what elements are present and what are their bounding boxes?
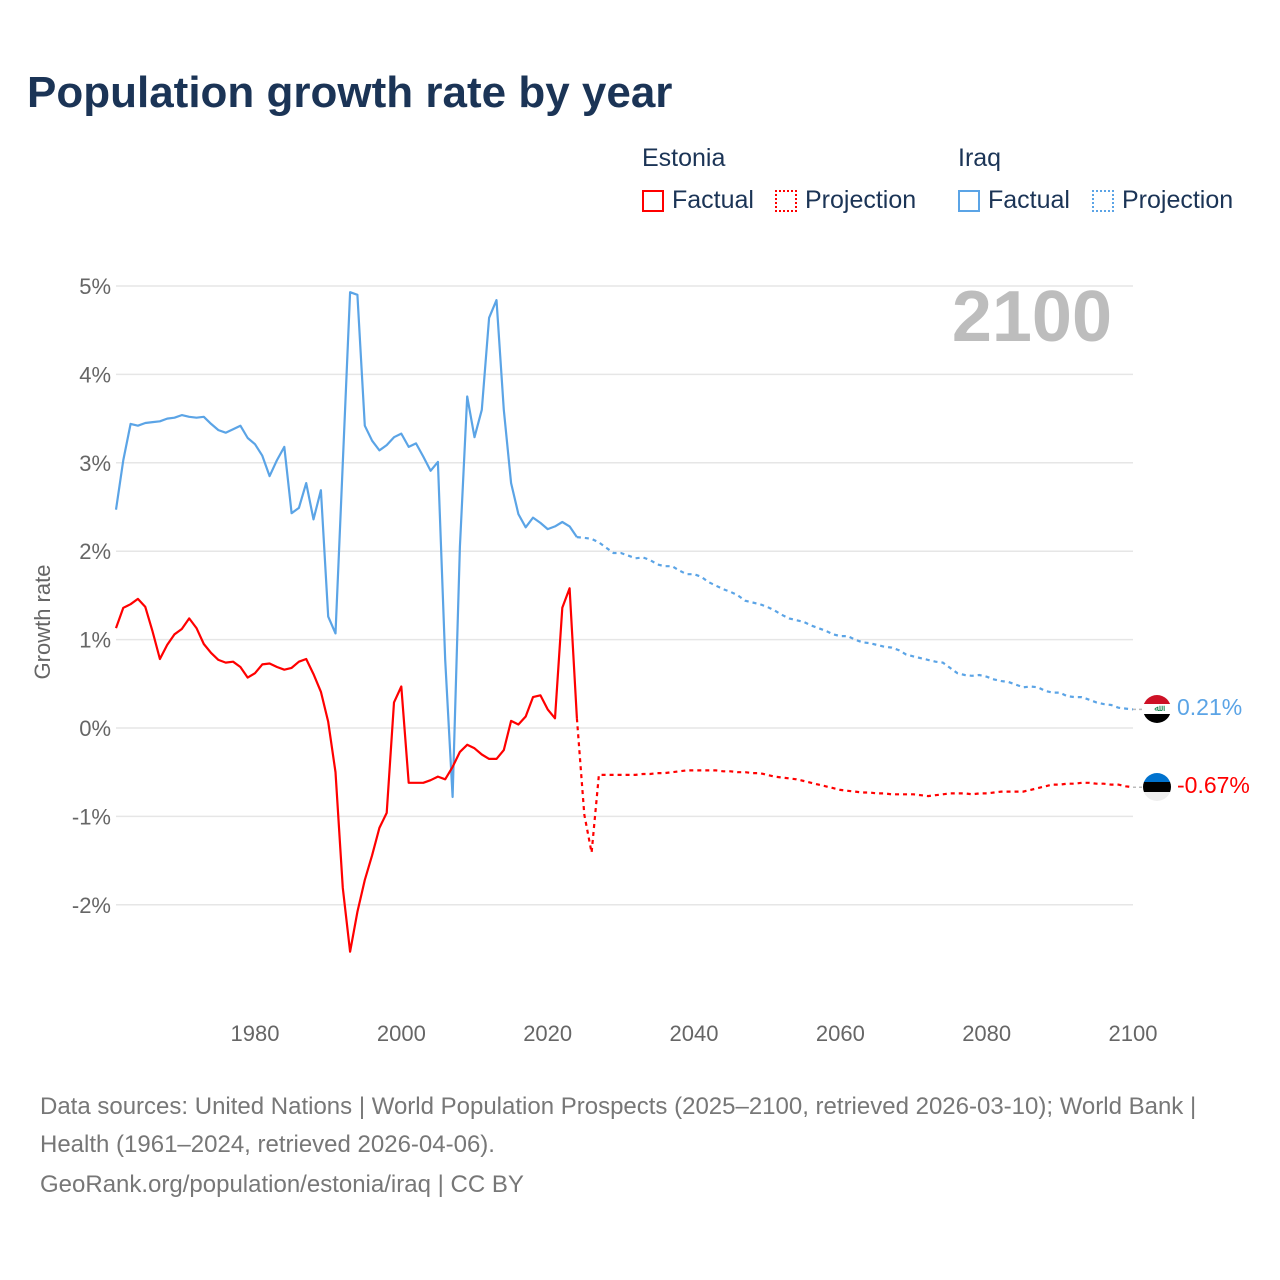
estonia-projection-line xyxy=(575,718,1134,853)
iraq-end-value: 0.21% xyxy=(1177,694,1243,720)
y-tick-label: -2% xyxy=(72,893,111,918)
legend-estonia: Estonia Factual Projection xyxy=(642,144,942,224)
solid-swatch-icon xyxy=(958,189,980,212)
legend-label: Projection xyxy=(805,186,917,214)
data-sources: Data sources: United Nations | World Pop… xyxy=(40,1093,1197,1158)
credit-link[interactable]: GeoRank.org/population/estonia/iraq | CC… xyxy=(40,1171,524,1198)
x-tick-label: 2060 xyxy=(816,1021,865,1046)
legend-iraq: Iraq Factual Projection xyxy=(958,144,1258,224)
y-axis-label: Growth rate xyxy=(30,565,55,680)
y-tick-label: 5% xyxy=(79,274,111,299)
legend-iraq-title: Iraq xyxy=(958,144,1002,172)
x-tick-label: 1980 xyxy=(231,1021,280,1046)
iraq-factual-line xyxy=(114,291,578,799)
chart-title: Population growth rate by year xyxy=(27,68,673,117)
x-tick-label: 2000 xyxy=(377,1021,426,1046)
y-tick-label: 2% xyxy=(79,539,111,564)
y-tick-label: 1% xyxy=(79,628,111,653)
solid-swatch-icon xyxy=(642,189,664,212)
iraq-flag-icon: ﷲ xyxy=(1143,695,1171,723)
x-tick-label: 2080 xyxy=(962,1021,1011,1046)
x-tick-label: 2100 xyxy=(1109,1021,1158,1046)
estonia-flag-icon xyxy=(1143,773,1171,801)
legend-iraq-projection[interactable]: Projection xyxy=(1092,186,1233,215)
current-year-label: 2100 xyxy=(951,277,1112,357)
x-tick-label: 2040 xyxy=(670,1021,719,1046)
y-tick-label: 4% xyxy=(79,362,111,387)
legend-estonia-factual[interactable]: Factual xyxy=(642,186,754,215)
legend-label: Projection xyxy=(1122,186,1234,214)
legend-iraq-factual[interactable]: Factual xyxy=(958,186,1070,215)
estonia-end-value: -0.67% xyxy=(1177,772,1250,798)
estonia-factual-line xyxy=(114,587,578,953)
legend-label: Factual xyxy=(988,186,1070,214)
y-tick-label: -1% xyxy=(72,804,111,829)
iraq-projection-line xyxy=(576,536,1134,711)
legend-estonia-projection[interactable]: Projection xyxy=(775,186,916,215)
x-tick-label: 2020 xyxy=(523,1021,572,1046)
legend-estonia-title: Estonia xyxy=(642,144,726,172)
y-tick-label: 3% xyxy=(79,451,111,476)
legend-label: Factual xyxy=(672,186,754,214)
y-tick-label: 0% xyxy=(79,716,111,741)
dotted-swatch-icon xyxy=(775,189,797,212)
dotted-swatch-icon xyxy=(1092,189,1114,212)
footer: Data sources: United Nations | World Pop… xyxy=(40,1088,1240,1204)
